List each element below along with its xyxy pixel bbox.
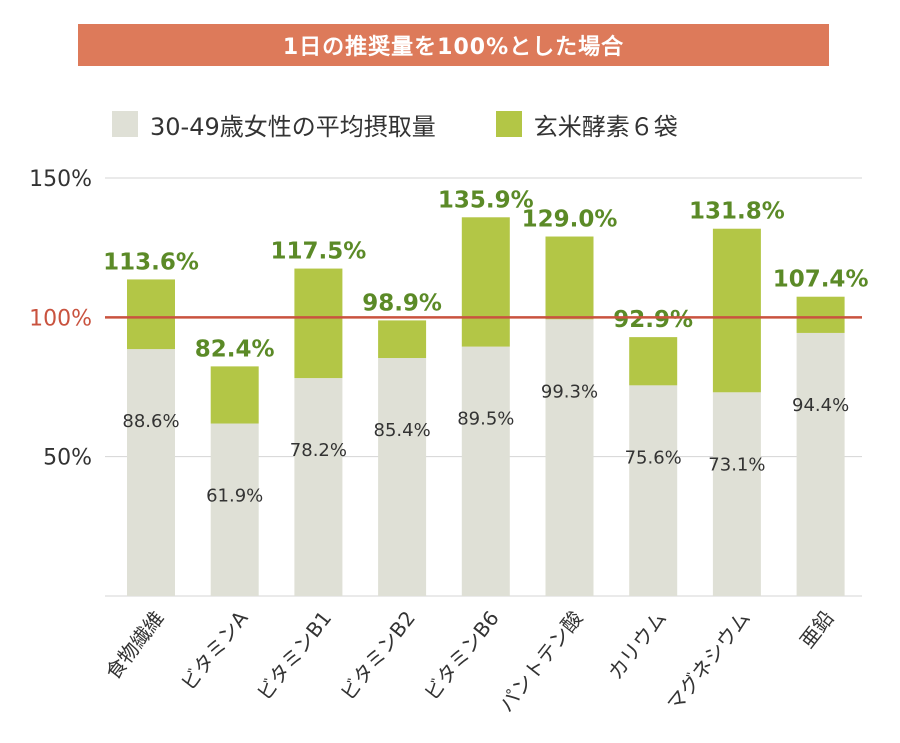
category-label: ビタミンB1 <box>252 606 336 705</box>
bar-base <box>461 346 510 596</box>
bar-supplement <box>378 320 427 359</box>
category-label: ビタミンA <box>176 606 253 695</box>
total-value-label: 107.4% <box>773 267 869 293</box>
category-label: マグネシウム <box>662 606 755 715</box>
bar-base <box>629 385 678 596</box>
bar-base <box>127 349 175 596</box>
bar-supplement <box>629 337 678 386</box>
category-label: カリウム <box>603 606 671 684</box>
base-value-label: 99.3% <box>541 381 598 402</box>
y-tick-label: 50% <box>43 446 92 471</box>
category-label: ビタミンB6 <box>419 606 503 705</box>
bar-base <box>712 392 761 596</box>
bar-supplement <box>294 268 343 379</box>
total-value-label: 135.9% <box>438 187 534 213</box>
legend-label-supplement: 玄米酵素６袋 <box>533 112 678 141</box>
total-value-label: 117.5% <box>271 239 367 265</box>
total-value-label: 113.6% <box>103 249 199 275</box>
bar-supplement <box>712 228 761 393</box>
bar-supplement <box>210 366 259 424</box>
base-value-label: 73.1% <box>708 454 765 475</box>
category-label: パントテン酸 <box>494 606 587 716</box>
bar-base <box>378 358 427 596</box>
category-label: 食物繊維 <box>101 606 169 684</box>
base-value-label: 78.2% <box>290 440 347 461</box>
total-value-label: 131.8% <box>689 199 785 225</box>
bar-base <box>210 423 259 596</box>
legend-label-base: 30-49歳女性の平均摂取量 <box>150 112 436 141</box>
base-value-label: 61.9% <box>206 486 263 507</box>
bar-supplement <box>545 236 594 320</box>
base-value-label: 94.4% <box>792 395 849 416</box>
base-value-label: 75.6% <box>625 447 682 468</box>
legend-item-supplement: 玄米酵素６袋 <box>495 107 678 142</box>
total-value-label: 98.9% <box>362 290 442 316</box>
category-label: ビタミンB2 <box>336 606 420 705</box>
base-value-label: 89.5% <box>457 409 514 430</box>
legend: 30-49歳女性の平均摂取量 玄米酵素６袋 <box>112 104 738 144</box>
bar-supplement <box>796 296 845 333</box>
chart-title: 1日の推奨量を100%とした場合 <box>78 24 829 66</box>
y-tick-label: 100% <box>29 306 92 331</box>
bar-base <box>796 332 845 596</box>
base-value-label: 88.6% <box>122 411 179 432</box>
bar-supplement <box>127 279 175 350</box>
legend-swatch-supplement <box>495 111 522 137</box>
legend-item-base: 30-49歳女性の平均摂取量 <box>112 107 436 142</box>
bar-base <box>294 378 343 596</box>
bar-supplement <box>461 217 510 347</box>
y-tick-label: 150% <box>29 167 92 192</box>
total-value-label: 92.9% <box>613 307 693 333</box>
legend-swatch-base <box>112 111 138 137</box>
category-label: 亜鉛 <box>795 606 839 652</box>
bar-base <box>545 319 594 596</box>
total-value-label: 129.0% <box>522 207 618 233</box>
total-value-label: 82.4% <box>195 336 275 362</box>
base-value-label: 85.4% <box>374 420 431 441</box>
